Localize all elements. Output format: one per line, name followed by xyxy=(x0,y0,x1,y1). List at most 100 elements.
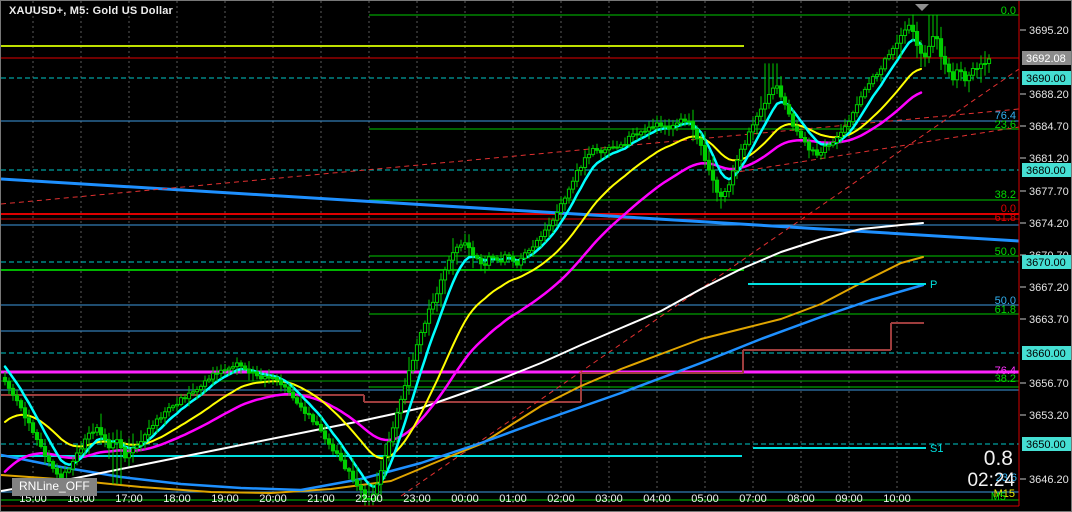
candle-bear xyxy=(718,191,724,198)
candle-bull xyxy=(402,385,408,400)
candle-bull xyxy=(178,397,184,405)
declining-blue-trendline[interactable] xyxy=(1,177,1020,243)
time-axis-label: 09:00 xyxy=(835,493,863,505)
candle-bull xyxy=(94,427,100,433)
candle-bull xyxy=(250,371,256,374)
price-tick-label: 3663.70 xyxy=(1029,314,1069,326)
candle-bear xyxy=(22,407,28,419)
candle-bull xyxy=(986,58,992,65)
candle-bull xyxy=(662,125,668,128)
candle-bear xyxy=(914,30,920,46)
time-axis-label: 05:00 xyxy=(691,493,719,505)
candle-bear xyxy=(334,450,340,454)
candle-bear xyxy=(790,113,796,127)
candle-bull xyxy=(674,122,680,126)
spread-value: 0.8 xyxy=(983,447,1013,470)
round-price-badge-label: 3680.00 xyxy=(1026,165,1066,177)
candle-bull xyxy=(822,145,828,153)
candle-bull xyxy=(622,144,628,147)
candle-bull xyxy=(562,197,568,205)
time-axis-label: 21:00 xyxy=(307,493,335,505)
candle-bear xyxy=(706,159,712,171)
time-axis-label: 08:00 xyxy=(787,493,815,505)
rnline-toggle-button[interactable]: RNLine_OFF xyxy=(12,478,97,496)
round-price-badge xyxy=(1022,163,1071,177)
candle-bull xyxy=(134,444,140,449)
candle-bear xyxy=(326,438,332,445)
moving-averages xyxy=(1,38,925,494)
candle-bear xyxy=(802,137,808,143)
candle-bull xyxy=(82,438,88,450)
candle-bull xyxy=(146,427,152,436)
candle-bull xyxy=(758,108,764,117)
candle-bear xyxy=(182,397,188,400)
candle-bull xyxy=(386,441,392,457)
round-price-badge-label: 3660.00 xyxy=(1026,348,1066,360)
candle-bear xyxy=(2,376,8,383)
time-axis-label: 00:00 xyxy=(451,493,479,505)
candle-bull xyxy=(454,246,460,254)
fib-level-labels: 0.076.423.638.20.061.850.0P50.061.876.43… xyxy=(930,5,1017,503)
candle-bear xyxy=(306,412,312,416)
candle-bear xyxy=(46,455,52,463)
candle-bull xyxy=(486,256,492,266)
candle-bull xyxy=(390,427,396,443)
chart-symbol-title: XAUUSD+, M5: Gold US Dollar xyxy=(9,5,174,17)
candle-bull xyxy=(906,24,912,31)
candle-bear xyxy=(798,130,804,139)
round-price-badge-label: 3690.00 xyxy=(1026,73,1066,85)
candle-bear xyxy=(474,254,480,259)
candle-bull xyxy=(446,259,452,271)
candle-bear xyxy=(366,497,372,500)
candle-bull xyxy=(394,412,400,429)
dashed-trendline[interactable] xyxy=(730,126,1020,174)
fib-level-label: 76.4 xyxy=(995,110,1016,122)
candle-bull xyxy=(774,85,780,89)
candle-bull xyxy=(978,63,984,70)
candle-bull xyxy=(422,322,428,333)
candle-bull xyxy=(130,447,136,454)
candle-bull xyxy=(830,141,836,146)
candle-bear xyxy=(962,71,968,82)
candle-bull xyxy=(854,104,860,114)
candle-bull xyxy=(834,137,840,143)
candle-bull xyxy=(618,144,624,148)
candle-bull xyxy=(378,470,384,485)
time-axis[interactable]: 15:00 16:00 17:00 18:00 19:00 20:00 21:00 22:00… xyxy=(19,493,911,505)
price-axis[interactable]: 3695.20 3688.20 3684.70 3681.20 3677.70 3674.… xyxy=(1020,25,1072,486)
fib-level-label: 50.0 xyxy=(995,295,1016,307)
candle-bull xyxy=(826,144,832,147)
candle-bear xyxy=(310,414,316,423)
candle-bear xyxy=(466,242,472,249)
time-axis-label: 15:00 xyxy=(19,493,47,505)
candle-bull xyxy=(930,36,936,47)
fib-level-label: M15 xyxy=(994,488,1015,500)
round-price-badge xyxy=(1022,437,1071,451)
fib-level-label: 0.0 xyxy=(1001,5,1016,17)
candle-bull xyxy=(218,369,224,374)
candle-bear xyxy=(254,371,260,377)
candle-bear xyxy=(50,461,56,469)
time-gridlines xyxy=(32,1,898,506)
candle-bull xyxy=(570,180,576,190)
candle-bear xyxy=(614,146,620,149)
candle-bull xyxy=(966,74,972,82)
fib-level-label: 50.0 xyxy=(995,246,1016,258)
candle-bull xyxy=(818,151,824,156)
candle-bear xyxy=(278,379,284,386)
candle-bull xyxy=(926,45,932,58)
candle-bear xyxy=(782,96,788,106)
round-price-badge xyxy=(1022,71,1071,85)
plot-area: 0.076.423.638.20.061.850.0P50.061.876.43… xyxy=(1,1,1020,506)
candle-bear xyxy=(470,247,476,256)
candle-bear xyxy=(10,387,16,396)
candle-bull xyxy=(166,407,172,413)
dashed-trendline[interactable] xyxy=(400,68,1020,497)
time-axis-label: 18:00 xyxy=(163,493,191,505)
candle-bull xyxy=(610,146,616,149)
candle-bull xyxy=(222,369,228,372)
candle-bull xyxy=(90,431,96,434)
candle-bull xyxy=(518,257,524,266)
